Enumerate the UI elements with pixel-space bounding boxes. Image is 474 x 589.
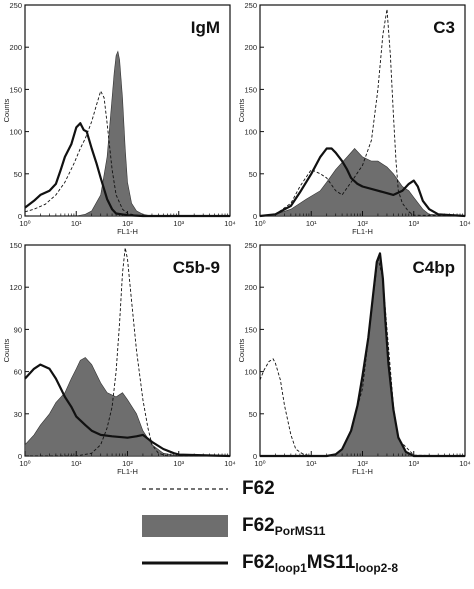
y-tick-label: 0 xyxy=(18,452,22,461)
y-tick-label: 150 xyxy=(9,85,22,94)
legend-item-f62: F62 xyxy=(140,476,470,506)
x-tick-label: 10⁴ xyxy=(224,219,236,228)
x-tick-label: 10⁴ xyxy=(224,459,236,468)
y-tick-label: 0 xyxy=(253,452,257,461)
x-tick-label: 10³ xyxy=(173,219,184,228)
x-axis-label: FL1-H xyxy=(117,467,138,476)
y-tick-label: 50 xyxy=(249,410,257,419)
y-axis-label: Counts xyxy=(237,98,246,122)
y-tick-label: 30 xyxy=(14,410,22,419)
y-tick-label: 0 xyxy=(18,212,22,221)
panel-c5b-9: 0 30 60 90 120 150 10⁰ 10¹ 10² 10³ 10⁴ FL1-H Counts C… xyxy=(2,241,236,476)
y-tick-label: 0 xyxy=(253,212,257,221)
y-axis-label: Counts xyxy=(2,338,11,362)
panel-c3: 0 50 100 150 200 250 10⁰ 10¹ 10² 10³ 10⁴ FL1-H Count… xyxy=(237,1,471,236)
y-tick-label: 150 xyxy=(244,85,257,94)
x-tick-label: 10¹ xyxy=(306,219,317,228)
panel-title: C3 xyxy=(433,18,455,37)
legend-item-f62-loop: F62loop1MS11loop2-8 xyxy=(140,550,470,580)
legend-label-f62-loop: F62loop1MS11loop2-8 xyxy=(242,552,399,575)
x-tick-label: 10⁰ xyxy=(254,219,265,228)
x-tick-label: 10¹ xyxy=(306,459,317,468)
x-tick-label: 10⁰ xyxy=(19,219,30,228)
legend-label-f62: F62 xyxy=(242,478,275,499)
legend-item-f62-pormS11: F62PorMS11 xyxy=(140,513,470,543)
y-tick-label: 250 xyxy=(9,1,22,10)
series-f62 xyxy=(25,247,230,457)
y-tick-label: 120 xyxy=(9,283,22,292)
x-axis-label: FL1-H xyxy=(117,227,138,236)
panel-c4bp: 0 50 100 150 200 250 10⁰ 10¹ 10² 10³ 10⁴ FL1-H Count… xyxy=(237,241,471,476)
panel-title: C4bp xyxy=(413,258,456,277)
x-tick-label: 10² xyxy=(357,459,368,468)
y-tick-label: 200 xyxy=(9,43,22,52)
y-tick-label: 100 xyxy=(9,128,22,137)
y-tick-label: 100 xyxy=(244,368,257,377)
panel-igm: 0 50 100 150 200 250 10⁰ 10¹ 10² 10³ 10⁴ FL1-H Count… xyxy=(2,1,236,236)
y-tick-label: 50 xyxy=(14,170,22,179)
x-tick-label: 10² xyxy=(122,219,133,228)
x-tick-label: 10¹ xyxy=(71,459,82,468)
y-tick-label: 90 xyxy=(14,325,22,334)
y-axis-label: Counts xyxy=(2,98,11,122)
legend-swatch-solid xyxy=(142,561,228,565)
x-tick-label: 10³ xyxy=(408,459,419,468)
legend-swatch-filled xyxy=(142,515,228,537)
x-tick-label: 10⁴ xyxy=(459,459,471,468)
figure: 0 50 100 150 200 250 10⁰ 10¹ 10² 10³ 10⁴ FL1-H Count… xyxy=(2,1,471,476)
legend: F62 F62PorMS11 F62loop1MS11loop2-8 xyxy=(140,476,470,586)
series-f62_loop1ms11_loop2-8 xyxy=(24,122,230,218)
x-axis-label: FL1-H xyxy=(352,467,373,476)
y-tick-label: 200 xyxy=(244,43,257,52)
y-tick-label: 50 xyxy=(249,170,257,179)
y-tick-label: 150 xyxy=(244,325,257,334)
series-f62 xyxy=(259,9,466,217)
series-f62_loop1ms11_loop2-8 xyxy=(24,363,231,458)
y-axis-label: Counts xyxy=(237,338,246,362)
x-tick-label: 10³ xyxy=(173,459,184,468)
x-tick-label: 10⁰ xyxy=(19,459,30,468)
y-tick-label: 250 xyxy=(244,241,257,250)
y-tick-label: 60 xyxy=(14,368,22,377)
x-tick-label: 10¹ xyxy=(71,219,82,228)
y-tick-label: 250 xyxy=(244,1,257,10)
x-tick-label: 10² xyxy=(122,459,133,468)
x-tick-label: 10⁰ xyxy=(254,459,265,468)
x-tick-label: 10³ xyxy=(408,219,419,228)
y-tick-label: 100 xyxy=(244,128,257,137)
x-tick-label: 10² xyxy=(357,219,368,228)
series-f62_loop1ms11_loop2-8 xyxy=(260,252,465,458)
x-tick-label: 10⁴ xyxy=(459,219,471,228)
series-f62_porms11 xyxy=(259,148,466,217)
panel-title: C5b-9 xyxy=(173,258,220,277)
x-axis-label: FL1-H xyxy=(352,227,373,236)
series-f62_porms11 xyxy=(24,357,230,457)
y-tick-label: 200 xyxy=(244,283,257,292)
legend-swatch-dashed xyxy=(142,488,228,490)
y-tick-label: 150 xyxy=(9,241,22,250)
series-f62_loop1ms11_loop2-8 xyxy=(259,147,466,218)
legend-label-f62-porms11: F62PorMS11 xyxy=(242,515,326,538)
panel-title: IgM xyxy=(191,18,220,37)
